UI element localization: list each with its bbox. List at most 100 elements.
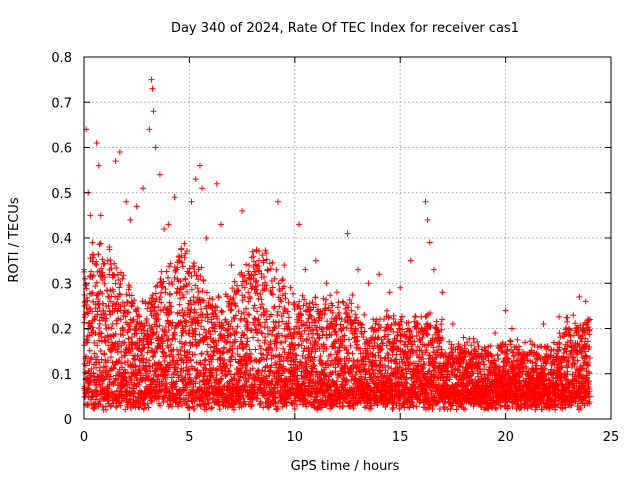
data-point — [155, 316, 162, 323]
data-point — [168, 309, 175, 316]
data-point — [317, 352, 324, 359]
data-point — [129, 317, 136, 324]
data-point — [153, 329, 160, 336]
data-point — [161, 358, 168, 365]
data-point — [212, 303, 219, 310]
data-point — [320, 295, 327, 302]
data-point — [162, 323, 169, 330]
data-point — [102, 311, 109, 318]
data-point — [122, 377, 129, 384]
data-point — [160, 278, 167, 285]
data-point — [120, 326, 127, 333]
data-point — [115, 343, 122, 350]
data-point — [468, 342, 475, 349]
data-point — [92, 396, 99, 403]
data-point — [168, 403, 175, 410]
data-point — [148, 397, 155, 404]
data-point — [117, 316, 124, 323]
data-point — [104, 357, 111, 364]
data-point — [157, 294, 164, 301]
data-point — [254, 395, 261, 402]
data-point — [114, 271, 121, 278]
data-point — [178, 373, 185, 380]
data-point — [95, 251, 102, 258]
data-point — [349, 350, 356, 357]
data-point — [111, 378, 118, 385]
data-point — [115, 315, 122, 322]
data-point — [95, 325, 102, 332]
data-point — [129, 345, 136, 352]
data-point — [250, 334, 257, 341]
data-point — [279, 276, 286, 283]
data-point — [129, 339, 136, 346]
data-point — [173, 378, 180, 385]
data-point — [138, 377, 145, 384]
data-point — [125, 299, 132, 306]
data-point — [99, 290, 106, 297]
chart-title: Day 340 of 2024, Rate Of TEC Index for r… — [171, 21, 519, 36]
data-point — [164, 398, 171, 405]
data-point — [261, 339, 268, 346]
data-point — [89, 324, 96, 331]
data-point — [209, 296, 216, 303]
data-point — [159, 283, 166, 290]
data-point — [153, 310, 160, 317]
data-point — [262, 247, 269, 254]
data-point — [94, 389, 101, 396]
data-point — [163, 380, 170, 387]
data-point — [162, 286, 169, 293]
data-point — [85, 310, 92, 317]
data-point — [167, 260, 174, 267]
data-point — [270, 305, 277, 312]
data-point — [133, 308, 140, 315]
data-point — [150, 353, 157, 360]
data-point — [168, 374, 175, 381]
data-point — [98, 330, 105, 337]
data-point — [119, 275, 126, 282]
data-point — [94, 354, 101, 361]
data-point — [96, 381, 103, 388]
data-point — [198, 350, 205, 357]
data-point — [495, 355, 502, 362]
data-point — [83, 301, 90, 308]
data-point — [159, 382, 166, 389]
data-point — [361, 311, 368, 318]
data-point — [126, 344, 133, 351]
data-point — [108, 325, 115, 332]
data-point — [98, 356, 105, 363]
data-point — [148, 299, 155, 306]
data-point — [84, 309, 91, 316]
data-point — [156, 322, 163, 329]
data-point — [342, 305, 349, 312]
data-point — [163, 332, 170, 339]
data-point — [255, 337, 262, 344]
data-point — [123, 291, 130, 298]
data-point — [327, 292, 334, 299]
data-points — [81, 76, 593, 413]
data-point — [128, 377, 135, 384]
data-point — [245, 289, 252, 296]
data-point — [163, 352, 170, 359]
data-point — [99, 269, 106, 276]
data-point — [114, 349, 121, 356]
data-point — [140, 345, 147, 352]
data-point — [94, 308, 101, 315]
data-point — [96, 320, 103, 327]
data-point — [238, 269, 245, 276]
data-point — [97, 240, 104, 247]
data-point — [110, 331, 117, 338]
data-point — [112, 331, 119, 338]
data-point — [113, 265, 120, 272]
data-point — [159, 338, 166, 345]
data-point — [125, 309, 132, 316]
data-point — [110, 365, 117, 372]
data-point — [95, 296, 102, 303]
data-point — [143, 356, 150, 363]
data-point — [92, 283, 99, 290]
data-point — [354, 304, 361, 311]
data-point — [126, 284, 133, 291]
data-point — [139, 372, 146, 379]
data-point — [203, 289, 210, 296]
data-point — [174, 264, 181, 271]
data-point — [99, 403, 106, 410]
